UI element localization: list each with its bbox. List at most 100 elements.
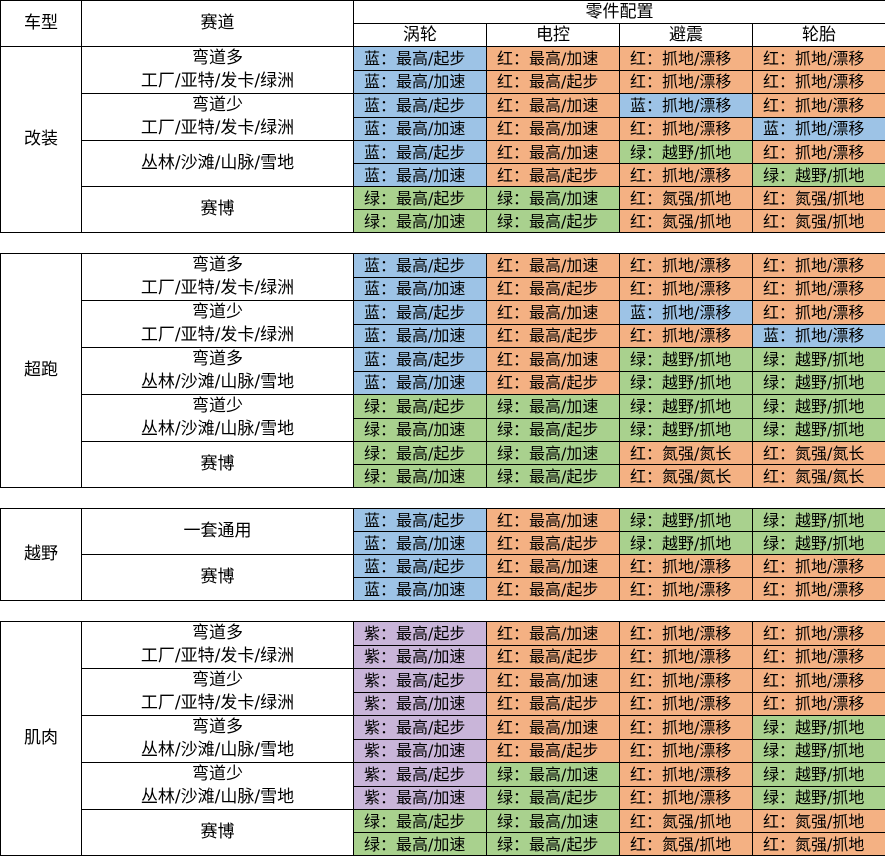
track-line: 丛林/沙滩/山脉/雪地 <box>140 372 295 392</box>
table-row: 赛博 绿：最高/起步 绿：最高/加速 红：氮强/抓地 红：氮强/抓地 <box>1 186 885 233</box>
color-prefix: 绿 <box>497 834 514 854</box>
separator: ： <box>380 466 397 486</box>
separator: ： <box>513 764 530 784</box>
part-setting: 最高/起步 <box>529 211 599 231</box>
part-setting: 抓地/漂移 <box>662 579 732 599</box>
part-setting: 最高/加速 <box>529 764 599 784</box>
track-line: 丛林/沙滩/山脉/雪地 <box>140 419 295 439</box>
track-cell: 弯道少 工厂/亚特/发卡/绿洲 <box>81 93 354 141</box>
color-prefix: 红 <box>497 95 514 115</box>
color-prefix: 绿 <box>630 420 647 440</box>
part-cell-ecu: 绿：最高/起步 <box>486 209 620 233</box>
separator: ： <box>646 533 663 553</box>
part-setting: 最高/起步 <box>529 834 599 854</box>
separator: ： <box>646 466 663 486</box>
separator: ： <box>513 466 530 486</box>
part-cell-suspension: 绿：越野/抓地 <box>619 347 753 372</box>
table-row: 弯道少 丛林/沙滩/山脉/雪地 紫：最高/起步 绿：最高/加速 红：抓地/漂移 绿：越野/… <box>1 762 885 810</box>
part-setting: 最高/起步 <box>396 623 466 643</box>
separator: ： <box>646 788 663 808</box>
color-prefix: 蓝 <box>364 279 381 299</box>
color-prefix: 红 <box>497 326 514 346</box>
track-line: 弯道多 <box>192 623 243 643</box>
part-cell-turbo: 蓝：最高/加速 <box>353 69 487 94</box>
gap-cell <box>0 487 885 509</box>
color-prefix: 红 <box>630 670 647 690</box>
separator: ： <box>779 142 796 162</box>
part-cell-suspension: 红：抓地/漂移 <box>619 69 753 94</box>
separator: ： <box>380 788 397 808</box>
part-setting: 最高/加速 <box>529 443 599 463</box>
separator: ： <box>779 510 796 530</box>
table-row: 蓝：最高/加速 红：最高/起步 红：抓地/漂移 蓝：抓地/漂移 <box>1 323 885 348</box>
part-cell-tires: 红：氮强/抓地 <box>752 832 885 856</box>
part-cell-turbo: 紫：最高/起步 <box>353 762 487 787</box>
part-cell-ecu: 红：最高/起步 <box>486 69 620 94</box>
separator: ： <box>779 764 796 784</box>
part-setting: 最高/加速 <box>396 373 466 393</box>
separator: ： <box>779 623 796 643</box>
part-setting: 抓地/漂移 <box>662 255 732 275</box>
color-prefix: 红 <box>630 764 647 784</box>
vehicle-type-cell: 超跑 <box>0 253 82 488</box>
separator: ： <box>513 302 530 322</box>
separator: ： <box>779 717 796 737</box>
part-cell-turbo: 蓝：最高/加速 <box>353 323 487 348</box>
part-cell-tires: 红：氮强/抓地 <box>752 809 885 833</box>
part-cell-suspension: 红：抓地/漂移 <box>619 116 753 141</box>
part-cell-suspension: 红：抓地/漂移 <box>619 644 753 669</box>
separator: ： <box>779 349 796 369</box>
part-cell-ecu: 绿：最高/起步 <box>486 832 620 856</box>
part-cell-turbo: 绿：最高/起步 <box>353 441 487 465</box>
color-prefix: 红 <box>497 255 514 275</box>
part-cell-turbo: 绿：最高/起步 <box>353 394 487 419</box>
part-cell-ecu: 红：最高/起步 <box>486 644 620 669</box>
color-prefix: 绿 <box>763 420 780 440</box>
color-prefix: 紫 <box>364 741 381 761</box>
table-row: 蓝：最高/加速 红：最高/起步 红：抓地/漂移 绿：越野/抓地 <box>1 163 885 187</box>
color-prefix: 红 <box>630 72 647 92</box>
part-cell-turbo: 蓝：最高/加速 <box>353 276 487 301</box>
color-prefix: 绿 <box>630 349 647 369</box>
color-prefix: 红 <box>763 579 780 599</box>
part-setting: 越野/抓地 <box>662 420 732 440</box>
track-line: 弯道多 <box>192 255 243 275</box>
table-row: 弯道少 丛林/沙滩/山脉/雪地 绿：最高/起步 绿：最高/加速 绿：越野/抓地 绿：越野/… <box>1 394 885 442</box>
section-gap <box>0 232 885 254</box>
part-setting: 最高/起步 <box>529 788 599 808</box>
color-prefix: 绿 <box>763 510 780 530</box>
separator: ： <box>513 834 530 854</box>
vehicle-type-cell: 改装 <box>0 46 82 233</box>
part-setting: 越野/抓地 <box>795 764 865 784</box>
color-prefix: 红 <box>497 165 514 185</box>
separator: ： <box>779 396 796 416</box>
part-setting: 越野/抓地 <box>795 741 865 761</box>
color-prefix: 红 <box>630 255 647 275</box>
part-setting: 最高/加速 <box>396 788 466 808</box>
part-setting: 抓地/漂移 <box>795 694 865 714</box>
color-prefix: 红 <box>763 142 780 162</box>
part-setting: 氮强/抓地 <box>795 188 865 208</box>
separator: ： <box>380 119 397 139</box>
color-prefix: 绿 <box>763 165 780 185</box>
color-prefix: 蓝 <box>364 119 381 139</box>
color-prefix: 紫 <box>364 764 381 784</box>
part-cell-turbo: 紫：最高/加速 <box>353 785 487 810</box>
part-cell-turbo: 绿：最高/加速 <box>353 417 487 442</box>
part-setting: 氮强/氮长 <box>662 466 732 486</box>
color-prefix: 红 <box>630 279 647 299</box>
color-prefix: 红 <box>630 119 647 139</box>
color-prefix: 蓝 <box>364 165 381 185</box>
part-setting: 抓地/漂移 <box>662 623 732 643</box>
separator: ： <box>513 373 530 393</box>
part-setting: 抓地/漂移 <box>795 556 865 576</box>
color-prefix: 红 <box>630 326 647 346</box>
table-row: 蓝：最高/加速 红：最高/起步 红：抓地/漂移 红：抓地/漂移 <box>1 577 885 601</box>
part-setting: 越野/抓地 <box>795 373 865 393</box>
part-setting: 最高/加速 <box>396 119 466 139</box>
part-setting: 抓地/漂移 <box>662 72 732 92</box>
color-prefix: 红 <box>763 647 780 667</box>
part-setting: 最高/起步 <box>529 741 599 761</box>
part-cell-turbo: 绿：最高/起步 <box>353 186 487 210</box>
part-cell-ecu: 红：最高/起步 <box>486 163 620 187</box>
